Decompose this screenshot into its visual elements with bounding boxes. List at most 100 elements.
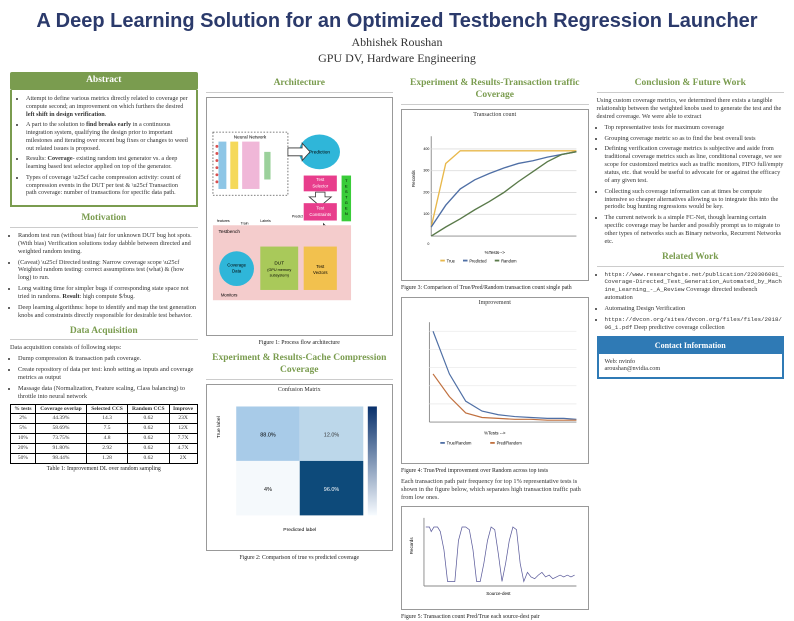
abstract-body: Attempt to define various metrics direct… (10, 90, 198, 207)
table-header-3: Random CCS (127, 404, 169, 414)
svg-text:Train: Train (240, 222, 248, 226)
svg-text:Test: Test (316, 206, 325, 211)
poster-title: A Deep Learning Solution for an Optimize… (0, 10, 794, 33)
table-header-2: Selected CCS (87, 404, 128, 414)
svg-text:Test: Test (316, 264, 325, 269)
svg-text:features: features (216, 219, 229, 223)
svg-text:subsystem): subsystem) (269, 274, 289, 278)
confusion-matrix-title: Confusion Matrix (209, 387, 391, 395)
architecture-diagram-svg: Neural Network Prediction Test Selector (209, 100, 391, 330)
motivation-bullet-3: Deep learning algorithms: hope to identi… (18, 304, 198, 320)
svg-text:Monitors: Monitors (220, 292, 237, 297)
conclusion-bullet-1: Collecting such coverage information can… (605, 188, 785, 212)
transaction-count-caption: Figure 3: Comparison of True/Pred/Random… (401, 285, 589, 292)
figure5-intro: Each transaction path pair frequency for… (401, 478, 589, 502)
svg-text:Source-dest: Source-dest (486, 591, 511, 596)
table-body[interactable]: 2% 44.39% 14.3 0.62 23X 5% 58.69% 7.5 0.… (11, 414, 198, 463)
svg-text:Labels: Labels (260, 219, 271, 223)
improvement-table[interactable]: % tests Coverage overlap Selected CCS Ra… (10, 404, 198, 464)
conclusion-sub-bullet-1: Grouping coverage metric so as to find t… (605, 135, 785, 143)
table-row-1[interactable]: 5% 58.69% 7.5 0.62 12X (11, 424, 198, 434)
svg-text:Coverage: Coverage (227, 262, 246, 267)
improvement-figure[interactable]: Improvement %Tests --> True/Random (401, 297, 589, 464)
confusion-matrix-svg: 88.0% 12.0% 4% 96.0% True label Predicte… (209, 395, 391, 545)
related-work-item-2[interactable]: https://dvcon.org/sites/dvcon.org/files/… (605, 316, 785, 332)
contact-item-1[interactable]: aroushan@nvidia.com (605, 365, 777, 373)
improvement-title: Improvement (404, 300, 586, 308)
motivation-heading: Motivation (10, 213, 198, 228)
table-row-2[interactable]: 10% 73.75% 4.8 0.62 7.7X (11, 434, 198, 444)
column-2: Architecture Neural Network Prediction (206, 72, 394, 621)
cm-cell-11: 96.0% (323, 487, 339, 493)
abstract-bullet-2: Results: Coverage- existing random test … (26, 155, 190, 171)
abstract-bullet-0: Attempt to define various metrics direct… (26, 95, 190, 118)
related-work-desc-2: Deep predictive coverage collection (634, 324, 725, 331)
abstract-bullet-1: A part to the solution to find breaks ea… (26, 121, 190, 152)
svg-text:Testbench: Testbench (218, 229, 240, 235)
conclusion-intro: Using custom coverage metrics, we determ… (597, 97, 785, 121)
cm-cell-00: 88.0% (260, 433, 276, 439)
table-caption: Table 1: Improvement DL over random samp… (10, 466, 198, 473)
table-header-4: Improve (169, 404, 197, 414)
transaction-count-svg: Records 0 100 200 300 400 %Tests--> True… (404, 120, 586, 275)
related-work-heading: Related Work (597, 252, 785, 267)
svg-text:Records: Records (411, 170, 416, 188)
column-1: Abstract Attempt to define various metri… (10, 72, 198, 621)
author-name: Abhishek Roushan (0, 35, 794, 51)
data-acquisition-heading: Data Acquisition (10, 326, 198, 341)
improvement-svg: %Tests --> True/Random Pred/Random (404, 308, 586, 458)
svg-text:Prediction: Prediction (308, 150, 329, 156)
conclusion-bullet-2: The current network is a simple FC-Net, … (605, 214, 785, 245)
svg-text:300: 300 (423, 169, 429, 173)
confusion-matrix-caption: Figure 2: Comparison of true vs predicte… (206, 555, 394, 562)
svg-text:200: 200 (423, 191, 429, 195)
svg-text:100: 100 (423, 213, 429, 217)
svg-text:Random: Random (501, 259, 517, 264)
architecture-caption: Figure 1: Process flow architecture (206, 340, 394, 347)
table-header-0: % tests (11, 404, 36, 414)
related-work-item-1[interactable]: Automating Design Verification (605, 305, 785, 313)
svg-text:True: True (447, 259, 456, 264)
svg-text:Neural Network: Neural Network (233, 135, 266, 141)
related-work-link-1[interactable]: Automating Design Verification (605, 305, 686, 312)
column-3: Experiment & Results-Transaction traffic… (401, 72, 589, 621)
svg-text:%Tests -->: %Tests --> (484, 431, 506, 436)
confusion-matrix-figure[interactable]: Confusion Matrix 88.0% 12.0% 4% 96.0% Tr… (206, 384, 394, 551)
svg-text:Records: Records (409, 536, 414, 554)
contact-heading: Contact Information (599, 338, 783, 354)
table-header-1: Coverage overlap (35, 404, 87, 414)
svg-text:Constraints: Constraints (309, 212, 331, 217)
table-row-0[interactable]: 2% 44.39% 14.3 0.62 23X (11, 414, 198, 424)
table-row-3[interactable]: 20% 91.80% 2.92 0.62 4.7X (11, 444, 198, 454)
conclusion-heading: Conclusion & Future Work (597, 78, 785, 93)
related-work-item-0[interactable]: https://www.researchgate.net/publication… (605, 271, 785, 302)
cache-coverage-heading: Experiment & Results-Cache Compression C… (206, 353, 394, 380)
abstract-heading: Abstract (10, 72, 198, 90)
svg-text:True label: True label (215, 417, 221, 439)
svg-text:N: N (344, 211, 347, 216)
architecture-heading: Architecture (206, 78, 394, 93)
transaction-count-title: Transaction count (404, 112, 586, 120)
contact-item-0: Web: nvinfo (605, 358, 777, 366)
svg-text:Vectors: Vectors (313, 270, 327, 275)
conclusion-bullet-0: Defining verification coverage metrics i… (605, 145, 785, 184)
source-dest-svg: Source-dest Records (404, 509, 586, 604)
table-row-4[interactable]: 50% 98.44% 1.28 0.62 2X (11, 453, 198, 463)
motivation-bullet-0: Random test run (without bias) fair for … (18, 232, 198, 256)
abstract-bullet-3: Types of coverage \u25cf cache compressi… (26, 174, 190, 197)
conclusion-sub-bullet-0: Top representative tests for maximum cov… (605, 124, 785, 132)
source-dest-figure[interactable]: Source-dest Records (401, 506, 589, 610)
data-acq-bullet-0: Dump compression & transaction path cove… (18, 355, 198, 363)
contact-info-box: Contact Information Web: nvinfo aroushan… (597, 336, 785, 380)
svg-text:S: S (344, 189, 347, 194)
motivation-bullet-2: Long waiting time for simpler bugs if co… (18, 285, 198, 301)
source-dest-caption: Figure 5: Transaction count Pred/True ea… (401, 614, 589, 621)
svg-text:0: 0 (427, 243, 429, 247)
svg-text:(GPU memory: (GPU memory (267, 268, 291, 272)
column-4: Conclusion & Future Work Using custom co… (597, 72, 785, 621)
svg-text:%Tests-->: %Tests--> (485, 251, 506, 256)
svg-text:E: E (344, 206, 347, 211)
traffic-coverage-heading: Experiment & Results-Transaction traffic… (401, 78, 589, 105)
svg-text:Test: Test (316, 177, 325, 182)
transaction-count-figure[interactable]: Transaction count Records 0 100 200 300 … (401, 109, 589, 281)
